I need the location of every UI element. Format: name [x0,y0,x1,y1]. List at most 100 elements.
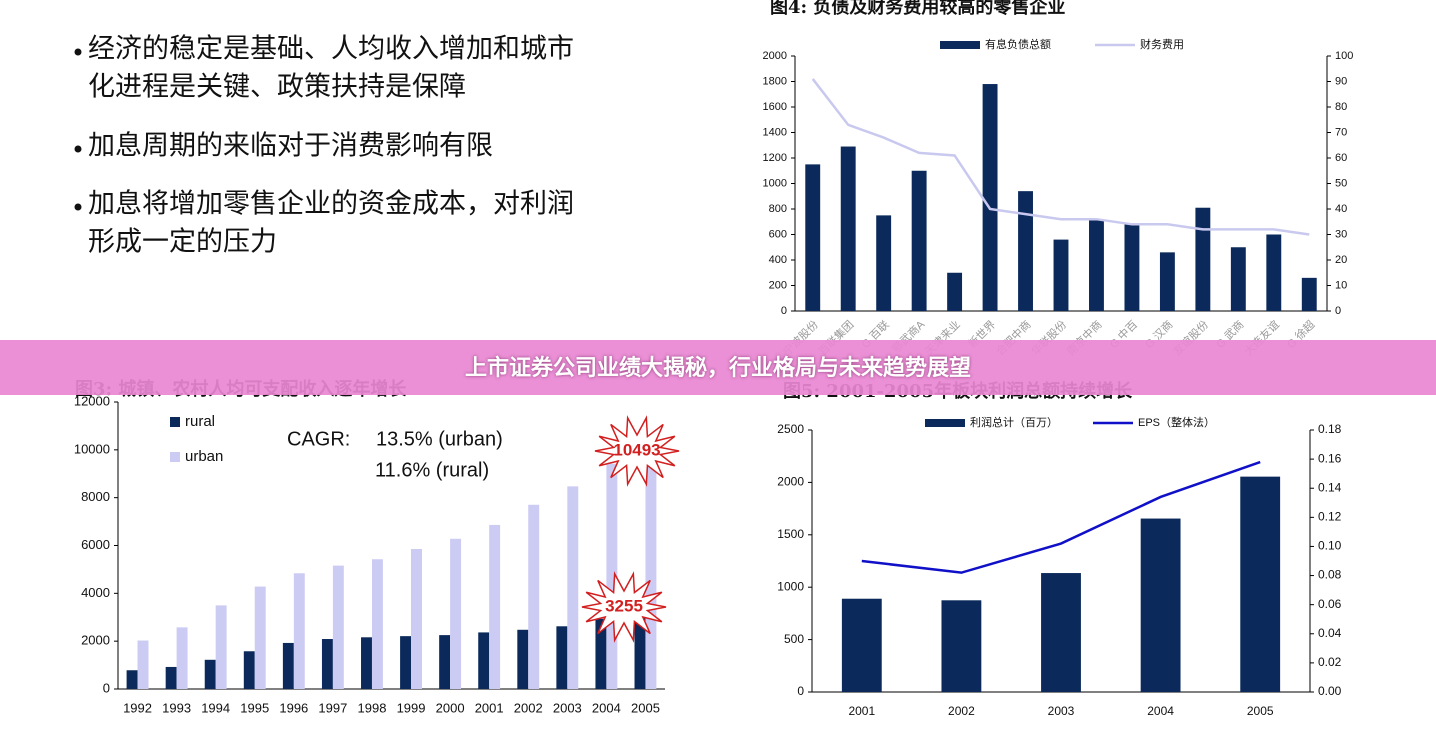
bullet-dot [74,203,82,211]
bar [1140,518,1181,692]
legend-label: urban [185,448,223,465]
bar [282,642,294,689]
y-tick-label: 0 [103,680,110,695]
y2-tick-label: 0.06 [1318,597,1342,611]
y-tick-label: 10000 [74,441,110,456]
x-tick-label: 2002 [948,704,975,718]
annotation: CAGR: [287,428,350,450]
y-tick-label: 2500 [777,422,804,436]
x-tick-label: 2005 [631,700,660,715]
x-tick-label: 2001 [475,700,504,715]
bar [371,559,383,689]
bar [876,215,892,311]
bar [332,565,344,689]
bullet-text: 加息将增加零售企业的资金成本，对利润 [88,189,574,220]
y-tick-label: 400 [769,254,787,266]
bullet-text: 形成一定的压力 [88,227,277,258]
y2-tick-label: 20 [1335,254,1347,266]
bar [293,573,305,689]
bar [450,538,462,689]
y2-tick-label: 0.12 [1318,510,1342,524]
y2-tick-label: 0.02 [1318,655,1342,669]
bullet-dot [74,48,82,56]
legend-label: 利润总计（百万） [970,415,1058,429]
legend-swatch [170,452,180,462]
legend-swatch [925,419,965,427]
bar [1124,224,1140,311]
y2-tick-label: 0.18 [1318,422,1342,436]
bar [1053,239,1069,311]
x-tick-label: 2003 [1048,704,1075,718]
y2-tick-label: 0.14 [1318,480,1342,494]
y2-tick-label: 0 [1335,305,1341,317]
chart-title: 图4: 负债及财务费用较高的零售企业 [770,0,1065,18]
bar [204,659,216,689]
bar [1089,220,1104,311]
bar [1195,207,1211,311]
y2-tick-label: 90 [1335,75,1347,87]
bar [556,626,568,689]
bar [645,438,657,689]
x-tick-label: 1999 [397,700,426,715]
bar [840,146,856,311]
y-tick-label: 200 [769,279,787,291]
y-tick-label: 1600 [763,101,787,113]
y2-tick-label: 0.00 [1318,684,1342,698]
bar [137,640,149,689]
y-tick-label: 8000 [81,489,110,504]
bar [321,639,333,689]
bar [982,84,998,311]
y2-tick-label: 60 [1335,152,1347,164]
legend-swatch [170,417,180,427]
y-tick-label: 4000 [81,585,110,600]
y-tick-label: 600 [769,228,787,240]
legend-label: rural [185,413,215,430]
legend-label: 有息负债总额 [985,37,1051,51]
bar [215,605,227,689]
y-tick-label: 500 [784,632,804,646]
bar [947,272,963,311]
x-tick-label: 2001 [848,704,875,718]
bar [176,627,188,689]
y2-tick-label: 0.10 [1318,539,1342,553]
bar [361,637,372,689]
bar [1018,191,1033,311]
bar [567,486,579,689]
y-tick-label: 1400 [763,126,787,138]
bar [805,164,821,311]
y-tick-label: 1800 [763,75,787,87]
bar [841,598,882,692]
x-tick-label: 1994 [201,700,230,715]
y2-tick-label: 30 [1335,228,1347,240]
y-tick-label: 2000 [763,50,787,62]
callout-burst [594,415,680,487]
bar [165,666,177,689]
bar [595,618,607,689]
callout-label: 10493 [613,440,660,459]
y-tick-label: 2000 [777,475,804,489]
callout-burst [581,571,667,643]
bar [1266,234,1282,311]
y2-tick-label: 40 [1335,203,1347,215]
bar [126,670,138,689]
callout-label: 3255 [605,596,643,615]
bullet-text: 经济的稳定是基础、人均收入增加和城市 [88,34,574,65]
x-tick-label: 2004 [1147,704,1174,718]
bar [411,548,422,689]
y2-tick-label: 10 [1335,279,1347,291]
x-tick-label: 1997 [318,700,347,715]
y-tick-label: 0 [781,305,787,317]
bar [1301,277,1317,311]
bar [478,632,490,689]
x-tick-label: 2005 [1247,704,1274,718]
line [861,460,1261,574]
y2-tick-label: 80 [1335,101,1347,113]
y2-tick-label: 50 [1335,177,1347,189]
banner: 上市证券公司业绩大揭秘，行业格局与未来趋势展望 [0,340,1436,395]
x-tick-label: 1993 [162,700,191,715]
y2-tick-label: 100 [1335,50,1353,62]
y-tick-label: 1000 [777,579,804,593]
bar [517,629,529,689]
